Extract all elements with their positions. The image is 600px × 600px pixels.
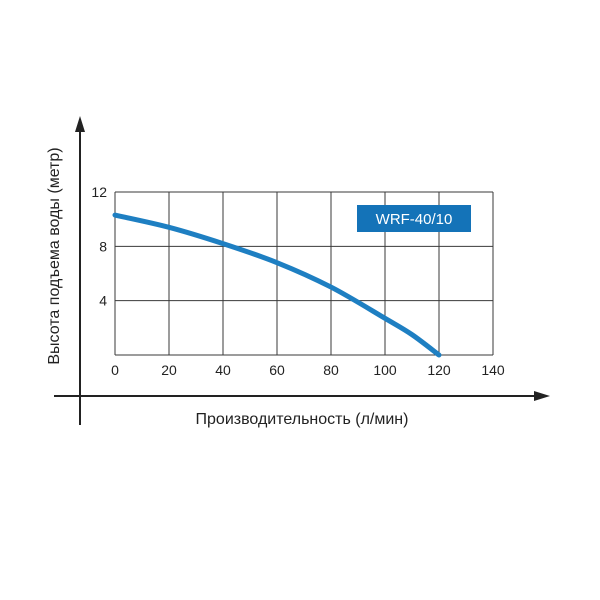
series-label-badge [357,205,471,232]
series-line-wrf-40-10 [112,212,442,358]
y-tick-label: 4 [99,293,107,309]
x-tick-label: 40 [215,362,231,378]
x-tick-labels: 0 20 40 60 80 100 120 140 [111,362,505,378]
y-axis-arrow-icon [75,116,85,132]
x-tick-label: 120 [427,362,451,378]
x-tick-label: 80 [323,362,339,378]
x-tick-label: 60 [269,362,285,378]
x-axis-title: Производительность (л/мин) [196,411,409,428]
x-tick-label: 100 [373,362,397,378]
x-tick-label: 0 [111,362,119,378]
series-label: WRF-40/10 [376,211,453,228]
y-tick-label: 8 [99,238,107,254]
x-axis-arrow-icon [534,391,550,401]
x-tick-label: 140 [481,362,505,378]
y-axis-title: Высота подъема воды (метр) [46,147,63,364]
x-tick-label: 20 [161,362,177,378]
y-tick-label: 12 [91,184,107,200]
y-tick-labels: 4 8 12 [91,184,107,309]
